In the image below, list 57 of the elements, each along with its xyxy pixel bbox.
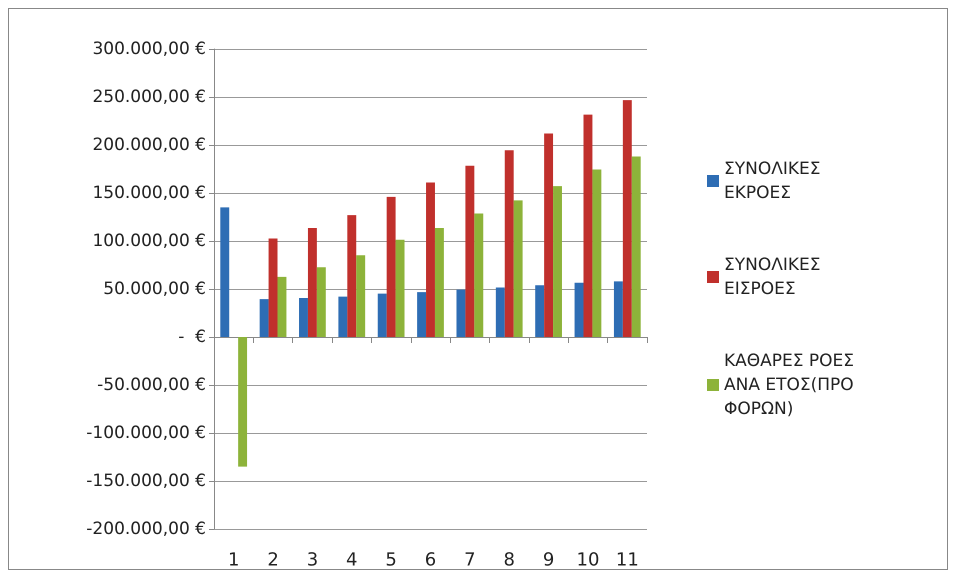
bar [465, 166, 474, 337]
bar [535, 285, 544, 337]
bar [386, 196, 396, 337]
bar [417, 292, 426, 337]
bar [347, 215, 356, 337]
x-tick-label: 4 [346, 550, 358, 570]
y-tick-label: 100.000,00 € [92, 231, 206, 251]
bar [356, 255, 366, 337]
y-tick-label: 150.000,00 € [92, 183, 206, 203]
legend-label: ΣΥΝΟΛΙΚΕΣ ΕΚΡΟΕΣ [724, 159, 826, 203]
bar [220, 207, 230, 337]
bar [456, 290, 466, 337]
y-tick-label: 300.000,00 € [92, 39, 206, 59]
bar [544, 133, 554, 337]
y-tick-label: 50.000,00 € [103, 279, 206, 299]
x-tick-label: 11 [616, 550, 639, 570]
bar [496, 287, 505, 337]
bar [583, 114, 592, 337]
legend-label: ΣΥΝΟΛΙΚΕΣ ΕΙΣΡΟΕΣ [724, 255, 826, 299]
bar [260, 299, 269, 337]
x-tick-label: 7 [464, 550, 476, 570]
y-tick-label: 250.000,00 € [92, 87, 206, 107]
y-tick-label: -50.000,00 € [97, 375, 206, 395]
bar [622, 100, 632, 337]
bar [592, 169, 602, 337]
bar [574, 282, 584, 337]
y-tick-label: -150.000,00 € [86, 471, 206, 491]
bar [238, 337, 248, 467]
bar [504, 150, 514, 337]
bar [308, 228, 317, 337]
x-tick-label: 10 [576, 550, 600, 570]
bar [378, 294, 387, 337]
x-tick-label: 9 [542, 550, 554, 570]
x-tick-label: 3 [306, 550, 318, 570]
bar [474, 213, 484, 337]
bar [434, 228, 444, 337]
bar [632, 156, 641, 337]
bar [553, 186, 562, 337]
legend-label: ΚΑΘΑΡΕΣ ΡΟΕΣ ΑΝΑ ΕΤΟΣ(ΠΡΟ ΦΟΡΩΝ) [724, 351, 860, 419]
bar [278, 276, 286, 337]
x-tick-label: 5 [385, 550, 397, 570]
y-tick-label: - € [178, 327, 206, 347]
bar [614, 281, 623, 337]
bar [299, 298, 308, 337]
y-tick-label: 200.000,00 € [92, 135, 206, 155]
bar [514, 200, 523, 337]
x-tick-label: 2 [267, 550, 279, 570]
y-tick-label: -200.000,00 € [86, 519, 206, 539]
bar [338, 296, 348, 337]
x-tick-label: 1 [228, 550, 240, 570]
y-tick-label: -100.000,00 € [86, 423, 206, 443]
x-tick-label: 8 [504, 550, 515, 570]
bar [268, 238, 278, 337]
bar [396, 240, 405, 337]
x-tick-label: 6 [424, 550, 436, 570]
bar [426, 182, 435, 337]
bar [316, 267, 326, 337]
